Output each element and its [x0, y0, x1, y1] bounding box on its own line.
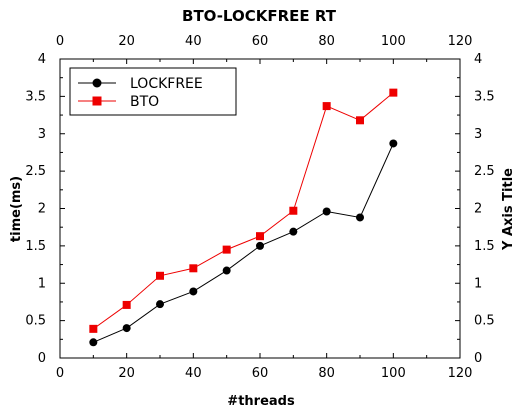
- y-tick-label-left: 0.5: [25, 314, 46, 329]
- data-point-lockfree: [256, 241, 264, 250]
- series-line-lockfree: [93, 143, 394, 343]
- legend-box: [69, 67, 237, 116]
- y-tick-label-right: 4: [474, 52, 482, 67]
- x-tick-label-top: 40: [185, 34, 202, 49]
- data-point-bto: [189, 264, 198, 273]
- x-tick-label-top: 60: [252, 34, 269, 49]
- x-tick-label-bottom: 40: [185, 366, 202, 381]
- x-axis-title: #threads: [227, 394, 295, 409]
- data-point-lockfree: [289, 227, 298, 236]
- legend-marker-lockfree: [92, 78, 102, 88]
- data-point-lockfree: [389, 139, 398, 148]
- y-tick-label-left: 2.5: [25, 164, 46, 179]
- y-tick-label-left: 4: [38, 52, 46, 67]
- chart-title: BTO-LOCKFREE RT: [182, 7, 337, 25]
- y-tick-label-right: 1: [474, 276, 482, 291]
- data-point-lockfree: [356, 213, 364, 222]
- data-point-lockfree: [122, 324, 131, 333]
- y-tick-label-right: 0: [474, 351, 482, 366]
- y-tick-label-right: 1.5: [474, 239, 495, 254]
- x-tick-label-top: 20: [118, 34, 135, 49]
- legend-label-bto: BTO: [130, 94, 159, 110]
- y-tick-label-right: 3: [474, 127, 482, 142]
- legend-marker-bto: [92, 96, 102, 106]
- data-point-bto: [222, 245, 231, 254]
- x-tick-label-bottom: 120: [448, 366, 473, 381]
- y-tick-label-left: 1.5: [25, 239, 46, 254]
- x-tick-label-top: 80: [318, 34, 335, 49]
- y-axis-title-left: time(ms): [9, 176, 24, 242]
- y-tick-label-left: 3: [38, 127, 46, 142]
- y-axis-left: 0 0.5 1 1.5 2 2.5 3 3.5 4: [25, 52, 65, 366]
- data-point-bto: [156, 271, 164, 280]
- x-tick-label-bottom: 60: [252, 366, 269, 381]
- y-tick-label-left: 0: [38, 351, 46, 366]
- y-axis-title-right: Y Axis Title: [501, 168, 516, 251]
- data-point-bto: [122, 300, 131, 309]
- x-tick-label-top: 100: [381, 34, 406, 49]
- data-point-bto: [389, 88, 398, 97]
- legend-label-lockfree: LOCKFREE: [130, 76, 203, 92]
- data-point-lockfree: [222, 266, 231, 275]
- y-tick-label-right: 0.5: [474, 314, 495, 329]
- data-point-lockfree: [89, 338, 98, 347]
- series-layer: [89, 88, 398, 347]
- x-axis-bottom: 0 20 40 60 80 100 120: [56, 353, 473, 381]
- y-tick-label-left: 1: [38, 276, 46, 291]
- data-point-lockfree: [156, 300, 164, 309]
- data-point-lockfree: [322, 207, 331, 216]
- x-tick-label-top: 120: [448, 34, 473, 49]
- data-point-bto: [256, 232, 264, 241]
- data-point-bto: [89, 324, 98, 333]
- legend: LOCKFREE BTO: [69, 67, 237, 116]
- y-tick-label-left: 3.5: [25, 89, 46, 104]
- y-tick-label-right: 2.5: [474, 164, 495, 179]
- x-tick-label-top: 0: [56, 34, 64, 49]
- y-axis-right: 0 0.5 1 1.5 2 2.5 3 3.5 4: [455, 52, 495, 366]
- data-point-bto: [356, 116, 364, 125]
- data-point-bto: [289, 206, 298, 215]
- x-tick-label-bottom: 100: [381, 366, 406, 381]
- data-point-lockfree: [189, 287, 198, 296]
- y-tick-label-right: 2: [474, 202, 482, 217]
- data-point-bto: [322, 102, 331, 111]
- x-tick-label-bottom: 80: [318, 366, 335, 381]
- x-tick-label-bottom: 20: [118, 366, 135, 381]
- y-tick-label-left: 2: [38, 202, 46, 217]
- y-tick-label-right: 3.5: [474, 89, 495, 104]
- x-tick-label-bottom: 0: [56, 366, 64, 381]
- x-axis-top: 0 20 40 60 80 100 120: [56, 34, 473, 64]
- series-line-bto: [93, 92, 394, 330]
